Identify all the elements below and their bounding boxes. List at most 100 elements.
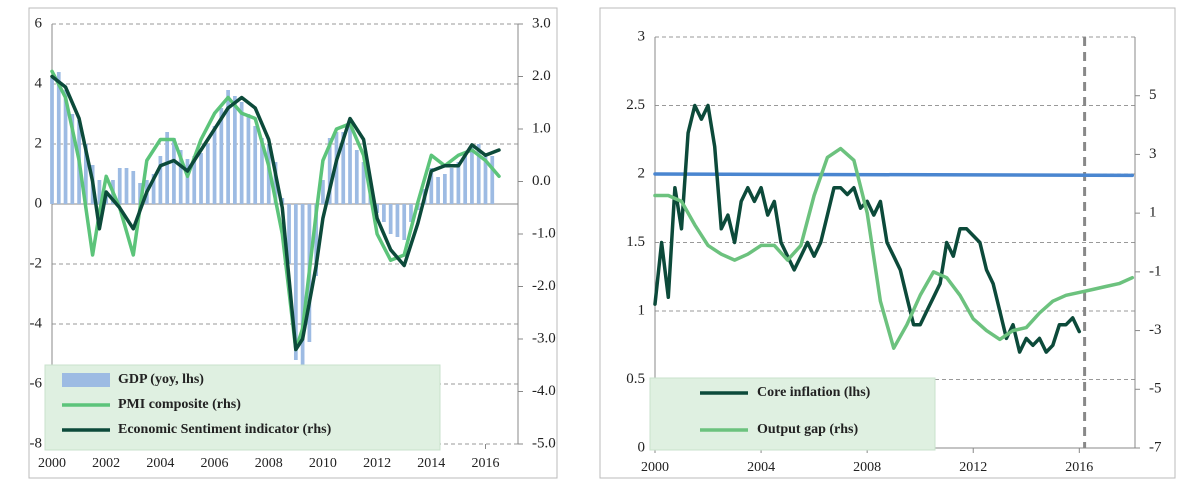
y-tick-label: 3 xyxy=(638,28,646,44)
bar xyxy=(382,204,386,222)
x-tick-label: 2004 xyxy=(146,456,174,471)
bar xyxy=(131,171,136,204)
bar xyxy=(321,180,325,204)
right-frame xyxy=(599,7,1176,479)
y-tick-label: 2 xyxy=(638,165,646,181)
bar xyxy=(402,204,407,240)
bar xyxy=(456,162,461,204)
legend-label: Core inflation (lhs) xyxy=(757,385,871,400)
bar xyxy=(348,126,352,204)
x-tick-label: 2008 xyxy=(255,456,283,471)
bar xyxy=(293,204,298,360)
bar xyxy=(429,168,434,204)
bar xyxy=(470,147,474,204)
bar xyxy=(490,156,495,204)
bar xyxy=(388,204,393,234)
y-tick-label: 2 xyxy=(35,135,43,151)
x-tick-label: 2000 xyxy=(641,460,669,475)
y-tick-label: 0 xyxy=(35,195,43,211)
y2-tick-label: -5 xyxy=(1149,381,1162,397)
bar xyxy=(239,102,244,204)
y2-tick-label: -5.0 xyxy=(532,435,556,451)
bar xyxy=(341,132,346,204)
y-tick-label: 2.5 xyxy=(626,97,645,113)
bar xyxy=(212,126,217,204)
bar xyxy=(246,114,251,204)
x-tick-label: 2014 xyxy=(417,456,445,471)
bar xyxy=(476,144,481,204)
bar xyxy=(56,72,61,204)
bar xyxy=(117,168,122,204)
y2-tick-label: 2.0 xyxy=(532,68,551,84)
x-tick-label: 2012 xyxy=(959,460,987,475)
x-tick-label: 2006 xyxy=(201,456,229,471)
bar xyxy=(97,180,102,204)
line-series xyxy=(653,103,1082,354)
line-series xyxy=(653,146,1135,350)
bar xyxy=(84,144,88,204)
x-tick-label: 2008 xyxy=(853,460,881,475)
legend-swatch xyxy=(62,373,110,387)
line-series xyxy=(50,69,501,352)
bar xyxy=(361,162,366,204)
bar xyxy=(219,108,224,204)
bar xyxy=(327,138,332,204)
y-tick-label: 0.5 xyxy=(626,371,645,387)
bar xyxy=(253,126,258,204)
y2-tick-label: 3.0 xyxy=(532,15,551,31)
bar xyxy=(395,204,400,237)
y2-tick-label: 1 xyxy=(1149,205,1157,221)
x-tick-label: 2016 xyxy=(1065,460,1093,475)
y2-tick-label: -3.0 xyxy=(532,330,556,346)
bar xyxy=(70,114,75,204)
y2-tick-label: -1.0 xyxy=(532,225,556,241)
bar xyxy=(205,144,210,204)
bar xyxy=(483,153,488,204)
y2-tick-label: 5 xyxy=(1149,87,1157,103)
line-series xyxy=(653,172,1135,178)
bar xyxy=(185,159,190,204)
x-tick-label: 2000 xyxy=(38,456,66,471)
bar xyxy=(63,90,68,204)
bar xyxy=(233,96,237,204)
legend-label: GDP (yoy, lhs) xyxy=(118,372,204,387)
x-tick-label: 2010 xyxy=(309,456,337,471)
line-series xyxy=(50,74,501,352)
y2-tick-label: 3 xyxy=(1149,146,1157,162)
bar xyxy=(436,177,440,204)
bar xyxy=(151,174,156,204)
bar xyxy=(442,174,447,204)
y-tick-label: 4 xyxy=(35,75,43,91)
bar xyxy=(226,90,230,204)
bar xyxy=(354,150,359,204)
legend-label: Economic Sentiment indicator (rhs) xyxy=(118,422,332,437)
legend-box xyxy=(44,364,441,451)
left-frame xyxy=(28,7,558,479)
y2-tick-label: -3 xyxy=(1149,322,1162,338)
legend-label: PMI composite (rhs) xyxy=(118,397,241,412)
y-tick-label: 0 xyxy=(638,439,646,455)
bar xyxy=(138,183,142,204)
bar xyxy=(172,138,176,204)
legend-box xyxy=(649,377,936,451)
x-tick-label: 2012 xyxy=(363,456,391,471)
bar xyxy=(314,204,319,276)
y2-tick-label: 0.0 xyxy=(532,173,551,189)
legend-label: Output gap (rhs) xyxy=(757,422,858,437)
bar xyxy=(158,156,163,204)
bar xyxy=(178,150,183,204)
bar xyxy=(124,168,129,204)
y2-tick-label: -4.0 xyxy=(532,383,556,399)
bar xyxy=(449,168,454,204)
bar xyxy=(192,156,197,204)
bar xyxy=(50,78,54,204)
bar xyxy=(409,204,413,222)
y2-tick-label: 1.0 xyxy=(532,120,551,136)
x-tick-label: 2004 xyxy=(747,460,775,475)
bar xyxy=(260,138,264,204)
y-tick-label: -8 xyxy=(30,435,43,451)
bar xyxy=(287,204,291,264)
y-tick-label: 6 xyxy=(35,15,43,31)
y-tick-label: 1.5 xyxy=(626,234,645,250)
